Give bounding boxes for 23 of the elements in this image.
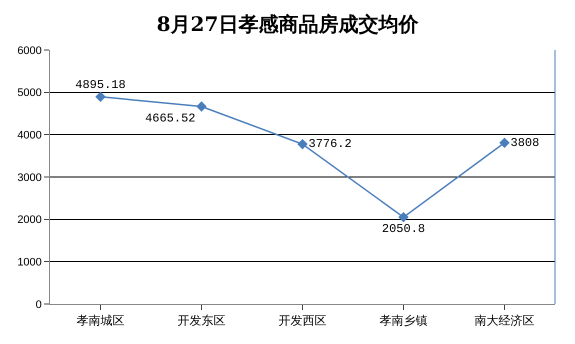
x-tick-label: 南大经济区: [474, 313, 534, 328]
point: [398, 212, 409, 222]
y-tick-label: 2000: [17, 214, 42, 226]
point: [297, 138, 308, 150]
x-tick-label: 开发西区: [278, 313, 326, 328]
y-tick-label: 1000: [17, 256, 42, 269]
point: [95, 92, 106, 102]
x-tick-label: 开发东区: [178, 313, 226, 328]
y-tick-label: 3000: [17, 172, 42, 184]
y-tick-label: 4000: [17, 130, 42, 142]
data-label: 4665.52: [145, 111, 196, 126]
y-tick-label: 5000: [17, 87, 42, 100]
y-tick-label: 0: [36, 298, 42, 311]
point: [499, 138, 510, 148]
x-tick-label: 孝南乡镇: [380, 313, 428, 328]
data-label: 3808: [510, 136, 540, 150]
data-label: 3776.2: [308, 137, 352, 152]
chart-title: 8月27日孝感商品房成交均价: [156, 12, 420, 36]
x-tick-label: 孝南城区: [76, 313, 124, 328]
point: [196, 101, 207, 112]
data-label: 2050.8: [382, 222, 426, 236]
data-label: 4895.18: [75, 78, 126, 92]
y-tick-label: 6000: [17, 44, 42, 57]
